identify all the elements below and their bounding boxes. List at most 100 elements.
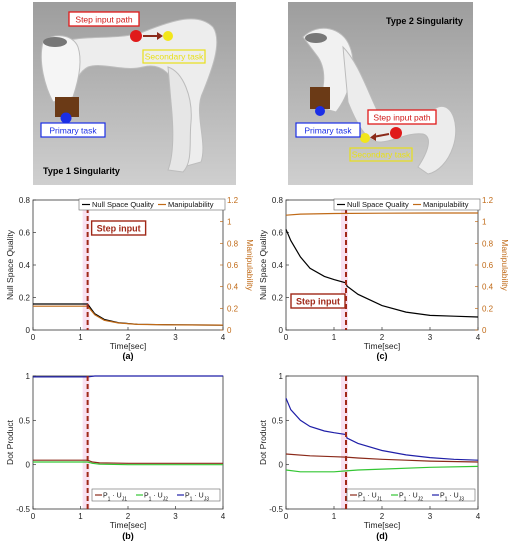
series-line-2 — [33, 461, 223, 466]
legend-entry-1: P1 · UJ1 — [358, 493, 382, 503]
y-tick-label: 0.5 — [272, 416, 284, 425]
legend-box — [346, 488, 476, 502]
subfigure-label: (b) — [122, 531, 134, 541]
series-line-1 — [33, 459, 223, 464]
y-tick-label: 0.8 — [19, 196, 31, 205]
legend-entry-2: Manipulability — [168, 200, 214, 209]
x-tick-label: 3 — [173, 512, 178, 521]
step-input-label: Step input — [97, 224, 141, 234]
y-tick-label: 0.2 — [19, 294, 31, 303]
y-axis-label: Null Space Quality — [258, 229, 268, 300]
y-tick-label: 0 — [26, 326, 31, 335]
chart-a: 0 1 2 3 400.20.40.60.800.20.40.60.811.2Manip… — [5, 196, 255, 361]
singularity-caption: Type 1 Singularity — [43, 166, 120, 176]
x-tick-label: 1 — [332, 333, 337, 342]
y-right-tick-label: 0.4 — [482, 283, 494, 292]
legend-box — [333, 198, 481, 211]
x-axis-label: Time[sec] — [110, 520, 147, 530]
y-tick-label: 1 — [279, 372, 284, 381]
secondary-task-label: Secondary task — [352, 150, 411, 160]
x-tick-label: 2 — [126, 333, 131, 342]
series-line-1 — [285, 453, 479, 463]
y-right-axis-label: Manipulability — [500, 239, 510, 291]
legend-entry-1: Null Space Quality — [347, 200, 409, 209]
plot-frame — [32, 199, 224, 331]
y-axis-label: Dot Product — [5, 419, 15, 465]
subfigure-label: (d) — [376, 531, 388, 541]
x-tick-label: 4 — [476, 512, 481, 521]
x-tick-label: 1 — [332, 512, 337, 521]
x-tick-label: 1 — [78, 512, 83, 521]
x-tick-label: 0 — [284, 512, 289, 521]
x-tick-label: 3 — [428, 512, 433, 521]
y-tick-label: 0.5 — [19, 416, 31, 425]
y-right-tick-label: 1 — [482, 218, 487, 227]
y-right-tick-label: 0.4 — [227, 283, 239, 292]
legend-box — [91, 488, 221, 502]
subfigure-label: (c) — [377, 351, 388, 361]
x-tick-label: 0 — [31, 512, 36, 521]
secondary-task-label: Secondary task — [145, 52, 204, 62]
primary-task-marker — [60, 112, 72, 124]
y-tick-label: 0.2 — [272, 294, 284, 303]
y-right-tick-label: 1 — [227, 218, 232, 227]
step-highlight-band — [341, 376, 348, 509]
legend-entry-1: P1 · UJ1 — [103, 493, 127, 503]
y-right-tick-label: 0.6 — [482, 261, 494, 270]
y-right-tick-label: 0.6 — [227, 261, 239, 270]
series-line-2 — [33, 305, 224, 326]
y-right-tick-label: 0 — [482, 326, 487, 335]
x-axis-label: Time[sec] — [110, 341, 147, 351]
primary-task-label: Primary task — [49, 126, 97, 136]
primary-task-label: Primary task — [304, 126, 352, 136]
y-axis-label: Dot Product — [258, 419, 268, 465]
step-highlight-band — [341, 200, 348, 330]
legend-entry-2: P1 · UJ2 — [144, 493, 168, 503]
y-right-tick-label: 0 — [227, 326, 232, 335]
legend-entry-3: P1 · UJ3 — [440, 493, 464, 503]
y-right-tick-label: 1.2 — [482, 196, 494, 205]
x-tick-label: 4 — [221, 333, 226, 342]
y-tick-label: 0.4 — [272, 261, 284, 270]
y-tick-label: 0 — [279, 461, 284, 470]
series-line-3 — [285, 397, 479, 461]
subfigure-label: (a) — [123, 351, 134, 361]
x-axis-label: Time[sec] — [364, 520, 401, 530]
step-input-box — [90, 220, 147, 236]
y-tick-label: 0 — [26, 461, 31, 470]
legend-box — [78, 198, 226, 211]
chart-c: 0 1 2 3 400.20.40.60.800.20.40.60.811.2Manip… — [258, 196, 510, 361]
series-line-1 — [33, 303, 224, 326]
plot-frame — [285, 199, 479, 331]
y-right-tick-label: 1.2 — [227, 196, 239, 205]
y-right-tick-label: 0.8 — [482, 239, 494, 248]
y-axis-label: Null Space Quality — [5, 229, 15, 300]
step-highlight-band — [82, 376, 90, 509]
y-tick-label: 0.6 — [272, 229, 284, 238]
legend-entry-1: Null Space Quality — [92, 200, 154, 209]
y-tick-label: 0.6 — [19, 229, 31, 238]
x-tick-label: 2 — [126, 512, 131, 521]
series-line-2 — [285, 212, 478, 216]
step-highlight-band — [82, 200, 90, 330]
y-right-tick-label: 0.8 — [227, 239, 239, 248]
x-tick-label: 0 — [31, 333, 36, 342]
x-tick-label: 3 — [173, 333, 178, 342]
x-tick-label: 4 — [476, 333, 481, 342]
legend-entry-3: P1 · UJ3 — [185, 493, 209, 503]
x-tick-label: 2 — [380, 512, 385, 521]
x-axis-label: Time[sec] — [364, 341, 401, 351]
x-tick-label: 0 — [284, 333, 289, 342]
robot-image-type2: Step input path Secondary task Primary t… — [288, 2, 473, 185]
y-right-axis-label: Manipulability — [245, 239, 255, 291]
y-right-tick-label: 0.2 — [482, 304, 494, 313]
y-tick-label: -0.5 — [269, 505, 283, 514]
y-tick-label: 1 — [26, 372, 31, 381]
step-input-path-label: Step input path — [373, 113, 430, 123]
y-tick-label: 0.8 — [272, 196, 284, 205]
legend-entry-2: P1 · UJ2 — [399, 493, 423, 503]
series-line-2 — [285, 465, 479, 473]
step-input-label: Step input — [296, 297, 340, 307]
series-line-3 — [33, 375, 223, 378]
